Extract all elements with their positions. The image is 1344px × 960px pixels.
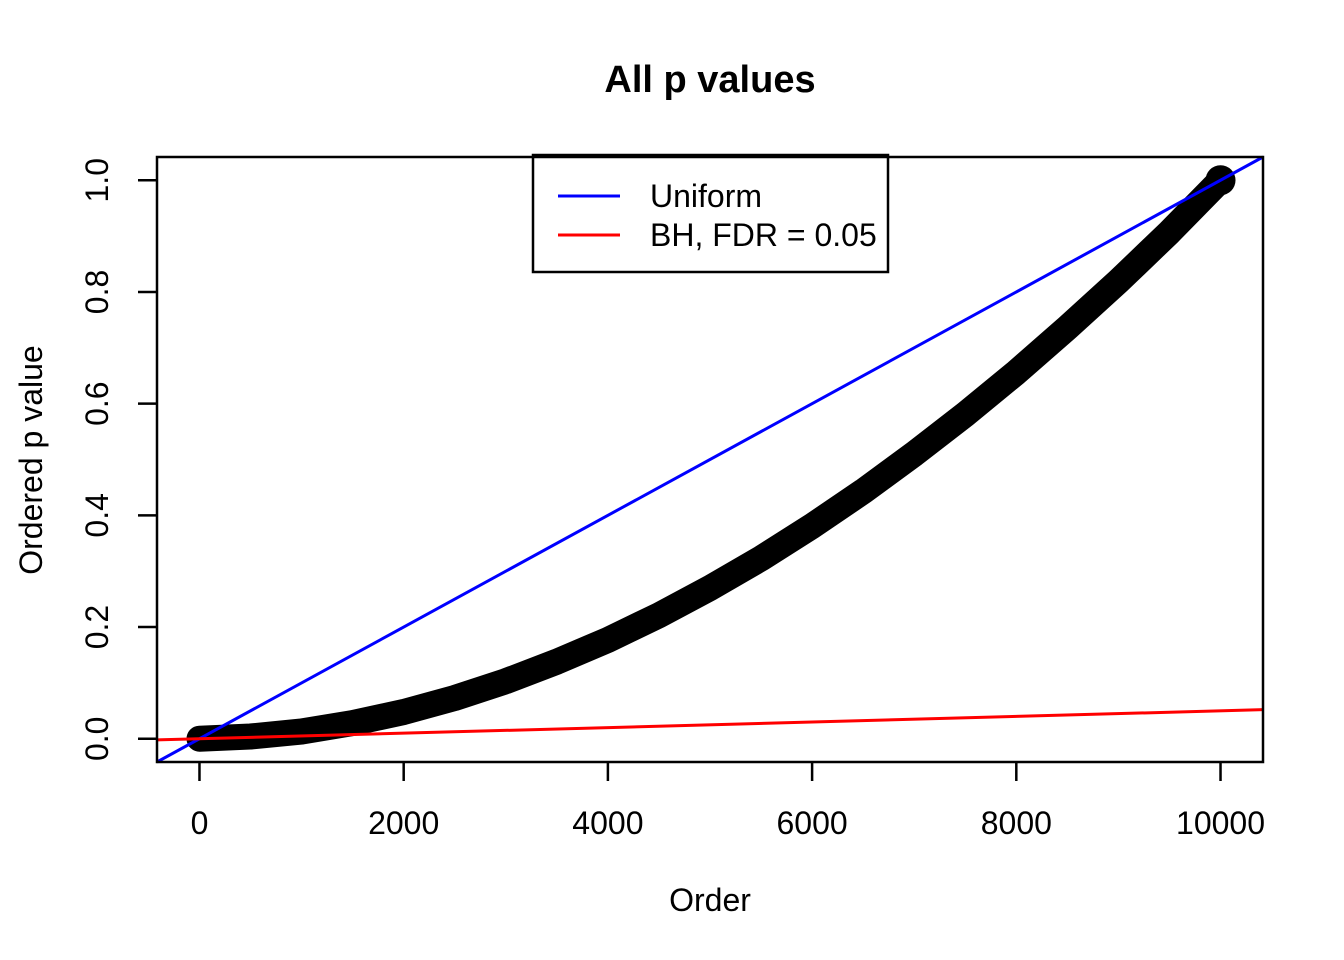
- abline-layer: [156, 155, 1264, 764]
- bh-fdr-line: [156, 708, 1264, 742]
- axis-layer: 0 2000 4000 6000 8000 10000 0.0 0.2 0.4 0.6 0.8 1.0: [79, 158, 1265, 841]
- y-tick-label: 0.2: [79, 605, 115, 649]
- legend-label: BH, FDR = 0.05: [650, 217, 877, 253]
- p-value-curve: [186, 167, 1234, 752]
- y-tick-label: 0.8: [79, 270, 115, 314]
- x-tick-label: 4000: [572, 805, 643, 841]
- plot-box: [155, 155, 1265, 764]
- y-tick-label: 0.0: [79, 717, 115, 761]
- x-axis-label: Order: [669, 882, 751, 918]
- x-tick-label: 0: [191, 805, 209, 841]
- legend-label: Uniform: [650, 178, 762, 214]
- x-tick-label: 6000: [777, 805, 848, 841]
- x-tick-label: 10000: [1176, 805, 1265, 841]
- y-tick-label: 0.4: [79, 493, 115, 537]
- y-tick-label: 1.0: [79, 158, 115, 202]
- uniform-line: [156, 155, 1264, 764]
- chart-title: All p values: [604, 59, 815, 101]
- legend-box: [531, 153, 890, 274]
- x-tick-label: 8000: [981, 805, 1052, 841]
- x-tick-label: 2000: [368, 805, 439, 841]
- y-tick-label: 0.6: [79, 381, 115, 425]
- y-axis-label: Ordered p value: [13, 345, 49, 574]
